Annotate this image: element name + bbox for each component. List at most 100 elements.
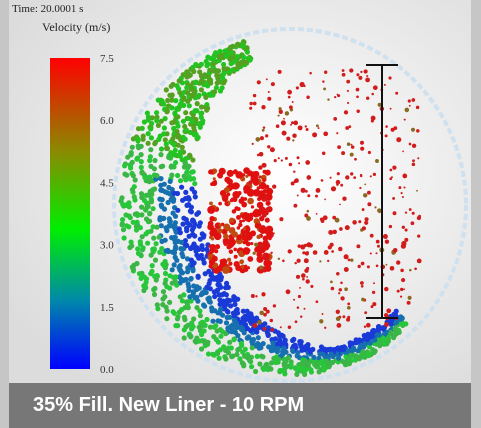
- particle: [256, 345, 262, 351]
- particle: [207, 278, 213, 284]
- particle: [168, 83, 174, 89]
- particle: [131, 184, 137, 190]
- particle: [147, 178, 153, 184]
- particle: [392, 211, 397, 216]
- particle: [188, 257, 194, 263]
- particle: [243, 167, 250, 174]
- particle: [159, 197, 165, 203]
- particle: [259, 228, 264, 233]
- particle: [177, 294, 183, 300]
- particle: [255, 137, 261, 142]
- particle: [225, 284, 231, 290]
- particle: [158, 164, 164, 170]
- particle: [119, 195, 125, 201]
- colorbar-tick-label: 7.5: [100, 53, 114, 65]
- particle: [403, 186, 406, 189]
- particle: [209, 216, 215, 222]
- particle: [198, 61, 204, 67]
- particle: [226, 169, 234, 177]
- particle: [399, 321, 405, 327]
- particle: [370, 119, 374, 123]
- particle: [194, 101, 200, 107]
- particle: [327, 98, 330, 101]
- particle: [298, 361, 304, 367]
- particle: [209, 201, 213, 206]
- particle: [205, 54, 211, 60]
- particle: [185, 281, 191, 287]
- particle: [272, 232, 275, 235]
- particle: [241, 233, 246, 237]
- particle: [172, 152, 178, 158]
- particle: [197, 124, 203, 130]
- particle: [298, 162, 301, 165]
- particle: [294, 371, 300, 377]
- particle: [190, 218, 196, 224]
- particle: [191, 244, 197, 250]
- particle: [227, 314, 233, 320]
- particle: [217, 172, 223, 178]
- particle: [395, 91, 399, 95]
- particle: [249, 101, 253, 106]
- particle: [147, 218, 153, 224]
- particle: [297, 294, 301, 299]
- particle: [145, 240, 151, 246]
- particle: [387, 331, 394, 337]
- particle: [127, 215, 133, 221]
- particle: [178, 269, 185, 276]
- particle: [320, 219, 325, 223]
- particle: [323, 87, 327, 91]
- particle: [366, 322, 371, 328]
- particle: [364, 217, 369, 222]
- particle: [164, 145, 170, 151]
- particle: [354, 157, 357, 161]
- particle: [201, 328, 207, 334]
- particle: [184, 202, 190, 208]
- particle: [314, 364, 320, 370]
- particle: [406, 300, 411, 305]
- particle: [323, 250, 329, 255]
- particle: [252, 323, 258, 328]
- particle: [218, 333, 224, 339]
- particle: [119, 221, 125, 227]
- particle: [392, 326, 398, 332]
- particle: [179, 251, 185, 257]
- particle: [400, 192, 403, 195]
- particle: [321, 313, 324, 315]
- particle: [237, 356, 243, 362]
- particle: [231, 337, 237, 343]
- particle: [402, 173, 408, 179]
- particle: [231, 317, 237, 323]
- particle: [364, 183, 367, 186]
- particle: [343, 254, 349, 260]
- particle: [331, 250, 334, 253]
- particle: [265, 78, 268, 81]
- particle: [346, 89, 349, 92]
- particle: [171, 142, 178, 148]
- particle: [338, 246, 343, 252]
- particle: [343, 110, 349, 115]
- particle: [217, 301, 223, 307]
- particle: [182, 174, 188, 180]
- particle: [281, 349, 287, 355]
- particle: [198, 252, 204, 259]
- particle: [186, 174, 192, 180]
- particle: [154, 272, 160, 279]
- particle: [380, 335, 386, 341]
- particle: [248, 180, 253, 185]
- particle: [287, 89, 292, 95]
- particle: [273, 159, 277, 163]
- particle: [335, 309, 340, 314]
- time-label: Time: 20.0001 s: [12, 3, 83, 15]
- particle: [245, 311, 251, 317]
- particle: [184, 242, 190, 248]
- particle: [356, 244, 361, 249]
- particle: [234, 182, 240, 189]
- particle: [315, 213, 318, 215]
- particle: [157, 249, 163, 255]
- particle: [219, 189, 227, 197]
- particle: [377, 208, 382, 213]
- particle: [277, 157, 280, 160]
- particle: [157, 217, 163, 223]
- particle: [173, 98, 179, 104]
- particle: [184, 169, 190, 175]
